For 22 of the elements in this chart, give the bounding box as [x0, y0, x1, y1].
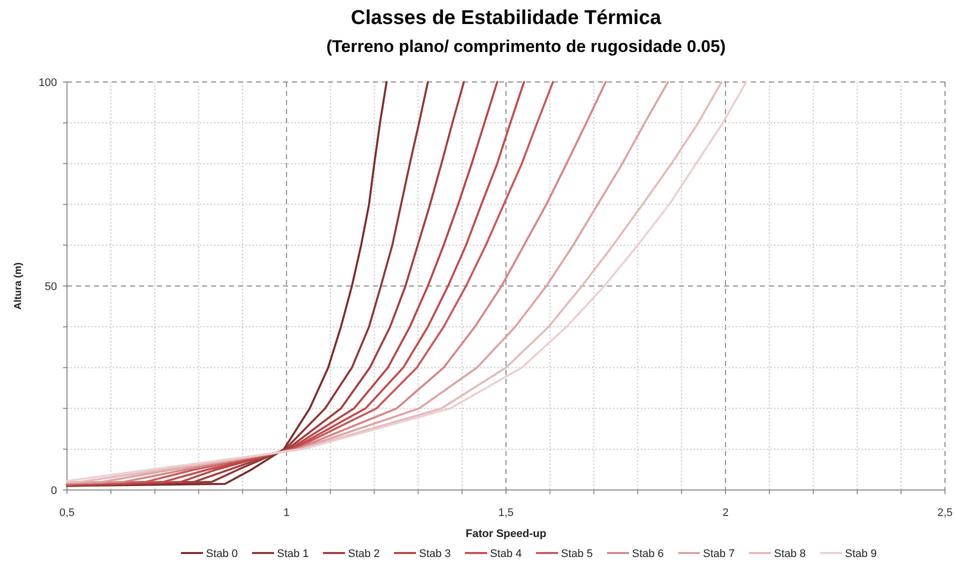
- x-tick-label: 0,5: [59, 507, 75, 519]
- legend-label: Stab 1: [277, 548, 309, 560]
- legend-label: Stab 2: [348, 548, 380, 560]
- legend-label: Stab 4: [490, 548, 522, 560]
- x-tick-label: 2: [722, 507, 729, 519]
- legend-label: Stab 5: [561, 548, 593, 560]
- chart-subtitle: (Terreno plano/ comprimento de rugosidade 0.05): [326, 37, 726, 56]
- legend-label: Stab 3: [419, 548, 451, 560]
- legend-label: Stab 0: [206, 548, 238, 560]
- x-axis-title: Fator Speed-up: [466, 528, 547, 540]
- legend-label: Stab 8: [774, 548, 806, 560]
- chart-title: Classes de Estabilidade Térmica: [350, 7, 662, 29]
- x-tick-label: 2,5: [937, 507, 953, 519]
- legend-label: Stab 9: [845, 548, 877, 560]
- y-tick-label: 100: [38, 77, 57, 89]
- y-axis-title: Altura (m): [13, 262, 24, 310]
- legend-label: Stab 7: [703, 548, 735, 560]
- x-tick-label: 1,5: [498, 507, 514, 519]
- y-tick-label: 50: [44, 281, 57, 293]
- x-tick-label: 1: [283, 507, 290, 519]
- legend-label: Stab 6: [632, 548, 664, 560]
- y-tick-label: 0: [50, 485, 57, 497]
